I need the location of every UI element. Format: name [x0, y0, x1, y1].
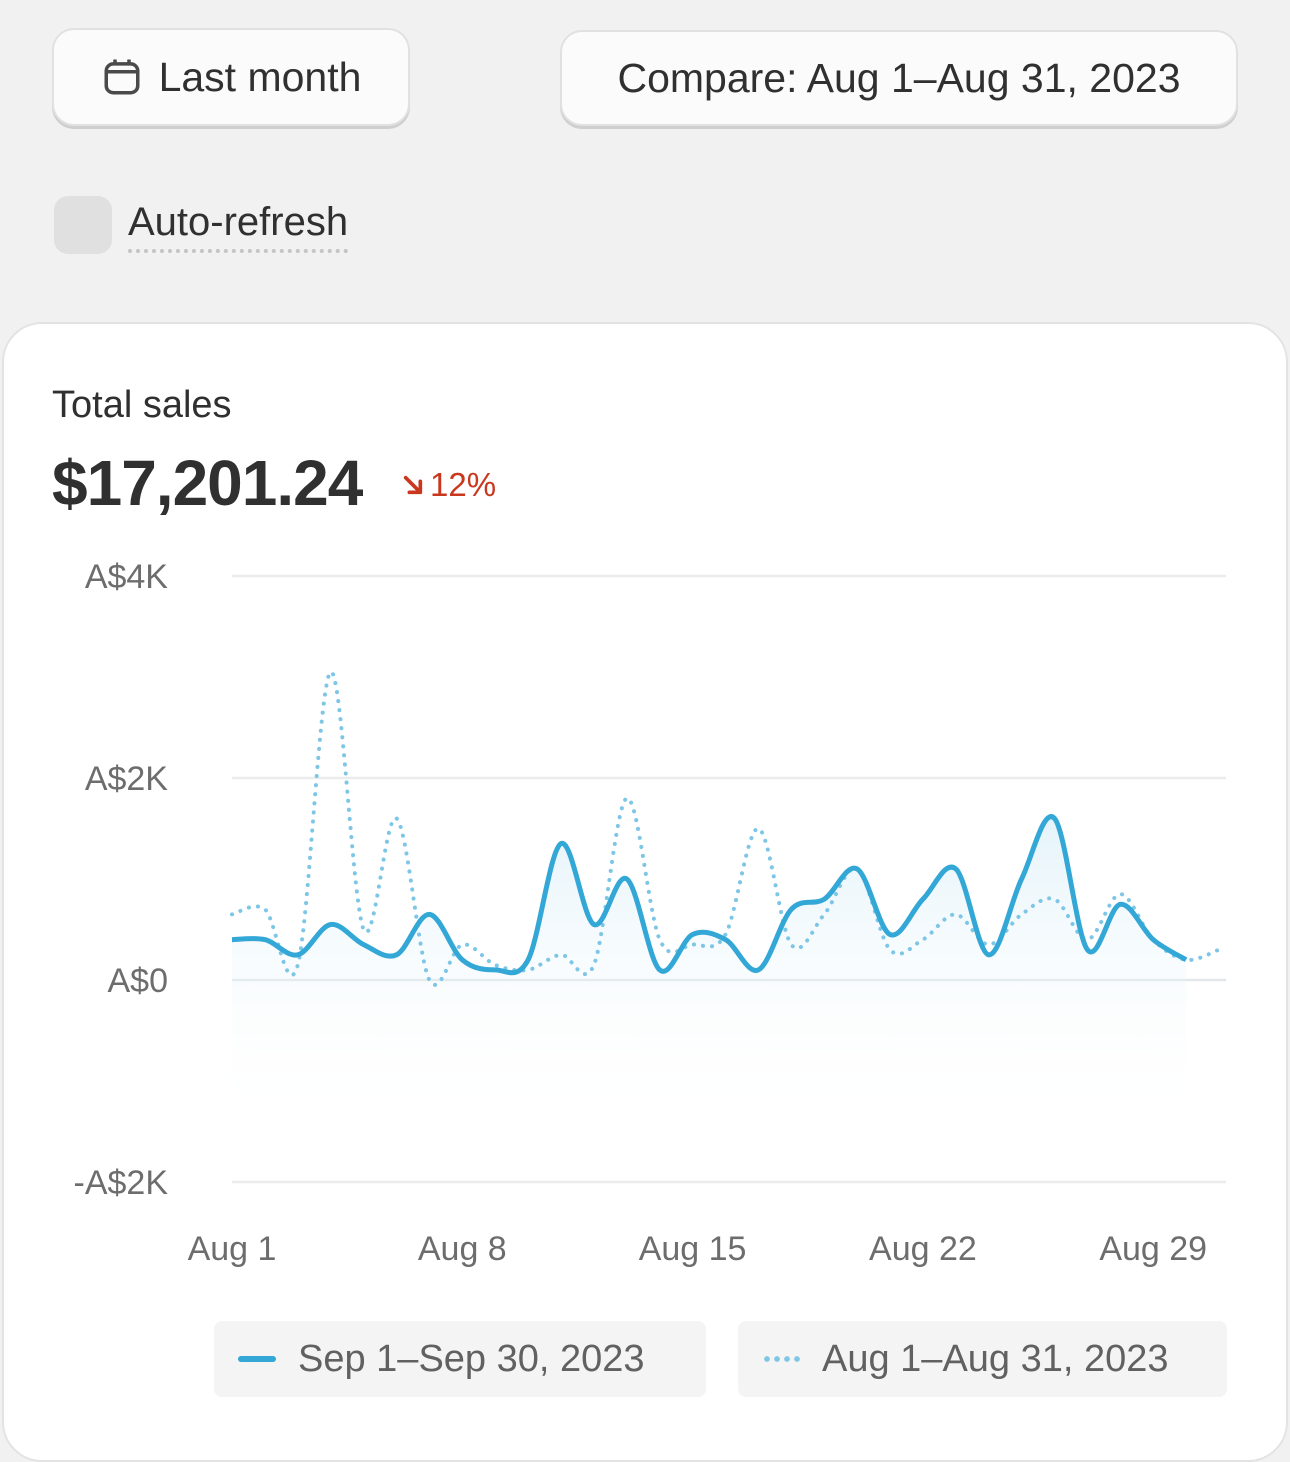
y-tick-label: A$4K: [85, 558, 168, 596]
date-range-label: Last month: [158, 53, 362, 100]
y-tick-label: -A$2K: [74, 1164, 169, 1202]
change-value: 12%: [430, 466, 497, 503]
legend-item-compare[interactable]: Aug 1–Aug 31, 2023: [738, 1321, 1227, 1397]
date-range-button[interactable]: Last month: [52, 28, 410, 126]
auto-refresh-label[interactable]: Auto-refresh: [128, 200, 349, 253]
y-tick-label: A$0: [108, 962, 169, 1000]
legend-item-current[interactable]: Sep 1–Sep 30, 2023: [214, 1321, 706, 1397]
legend-label-compare: Aug 1–Aug 31, 2023: [822, 1337, 1169, 1380]
series-area-current: [232, 816, 1187, 1130]
x-tick-label: Aug 15: [639, 1230, 747, 1268]
sales-line-chart: A$4K A$2K A$0 -A$2K Aug 1 Aug 8 Aug 15 Aug 22 Au…: [74, 558, 1226, 1268]
x-tick-label: Aug 22: [869, 1230, 977, 1268]
auto-refresh-checkbox[interactable]: [54, 196, 112, 254]
x-tick-label: Aug 8: [418, 1230, 507, 1268]
metric-value: $17,201.24: [52, 447, 363, 519]
legend-label-current: Sep 1–Sep 30, 2023: [298, 1337, 645, 1380]
y-tick-label: A$2K: [85, 760, 168, 798]
compare-label: Compare: Aug 1–Aug 31, 2023: [617, 54, 1181, 101]
calendar-icon: [104, 59, 140, 95]
arrow-down-right-icon: [403, 475, 423, 495]
metric-title: Total sales: [52, 384, 232, 426]
dotted-line-swatch: [762, 1356, 800, 1362]
x-tick-label: Aug 29: [1099, 1230, 1207, 1268]
series-line-current: [231, 814, 1188, 976]
x-tick-label: Aug 1: [188, 1230, 277, 1268]
change-badge: 12%: [402, 466, 496, 504]
compare-button[interactable]: Compare: Aug 1–Aug 31, 2023: [560, 30, 1238, 126]
solid-line-swatch: [238, 1356, 276, 1362]
